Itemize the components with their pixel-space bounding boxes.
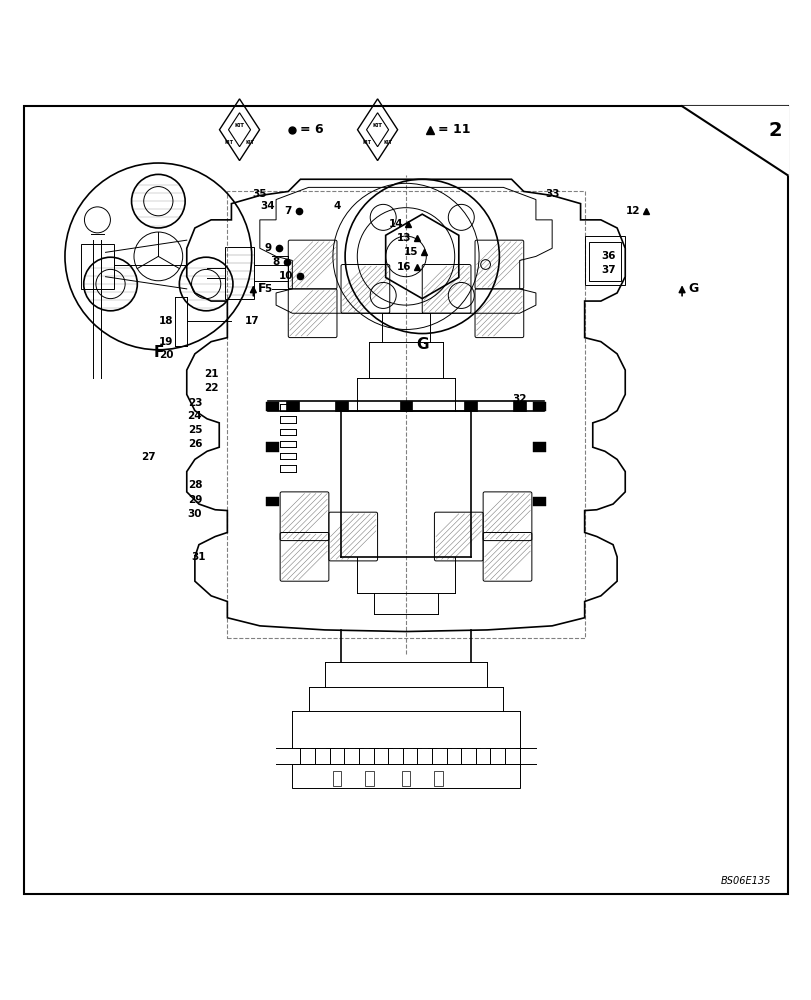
Text: 37: 37 [601,265,616,275]
Bar [533,497,546,506]
Bar [365,771,373,786]
Text: BS06E135: BS06E135 [720,876,770,886]
Text: KIT: KIT [384,140,393,145]
Text: 35: 35 [252,189,267,199]
Bar [588,242,620,281]
Text: = 6: = 6 [300,123,324,136]
Text: KIT: KIT [224,140,233,145]
Text: 12: 12 [625,206,640,216]
Text: 36: 36 [601,251,616,261]
Polygon shape [681,106,787,175]
Text: 15: 15 [403,247,418,257]
Bar [584,236,624,285]
Bar [533,402,546,411]
Bar [334,401,347,411]
Text: 18: 18 [159,316,174,326]
Text: 17: 17 [244,316,259,326]
Text: 10: 10 [278,271,293,281]
Text: 32: 32 [512,393,526,403]
Text: 14: 14 [388,219,403,229]
Text: 27: 27 [141,452,156,462]
Bar [533,442,546,452]
Text: 22: 22 [204,383,218,393]
Text: 7: 7 [284,206,292,216]
Text: F: F [153,345,163,360]
Bar [81,244,114,289]
Text: 16: 16 [396,262,410,272]
Text: 19: 19 [159,337,174,347]
Text: F: F [258,282,266,295]
Text: G: G [415,337,428,352]
Text: 33: 33 [544,189,559,199]
Text: KIT: KIT [362,140,371,145]
Bar [227,191,584,638]
Text: 20: 20 [159,350,174,360]
Text: 28: 28 [187,480,202,490]
Text: 4: 4 [333,201,341,211]
Text: 13: 13 [397,233,411,243]
Text: 29: 29 [187,495,202,505]
Text: 34: 34 [260,201,275,211]
Text: = 11: = 11 [438,123,470,136]
Text: 30: 30 [187,509,202,519]
Text: 21: 21 [204,369,218,379]
Bar [434,771,442,786]
Text: 23: 23 [187,398,202,408]
Bar [401,771,410,786]
Text: KIT: KIT [372,123,382,128]
Bar [464,401,477,411]
Text: 5: 5 [264,284,271,294]
Text: 26: 26 [187,439,202,449]
Text: 8: 8 [272,257,279,267]
Bar [265,442,278,452]
Text: 25: 25 [187,425,202,435]
Bar [285,401,298,411]
Bar [333,771,341,786]
Text: G: G [688,282,698,295]
Text: KIT: KIT [234,123,244,128]
Bar [399,401,412,411]
Bar [265,402,278,411]
Bar [513,401,526,411]
Text: 31: 31 [191,552,206,562]
Text: 24: 24 [187,411,202,421]
Bar [265,497,278,506]
Bar [292,764,519,788]
Text: 2: 2 [768,121,781,140]
Text: 9: 9 [264,243,271,253]
Text: KIT: KIT [246,140,255,145]
